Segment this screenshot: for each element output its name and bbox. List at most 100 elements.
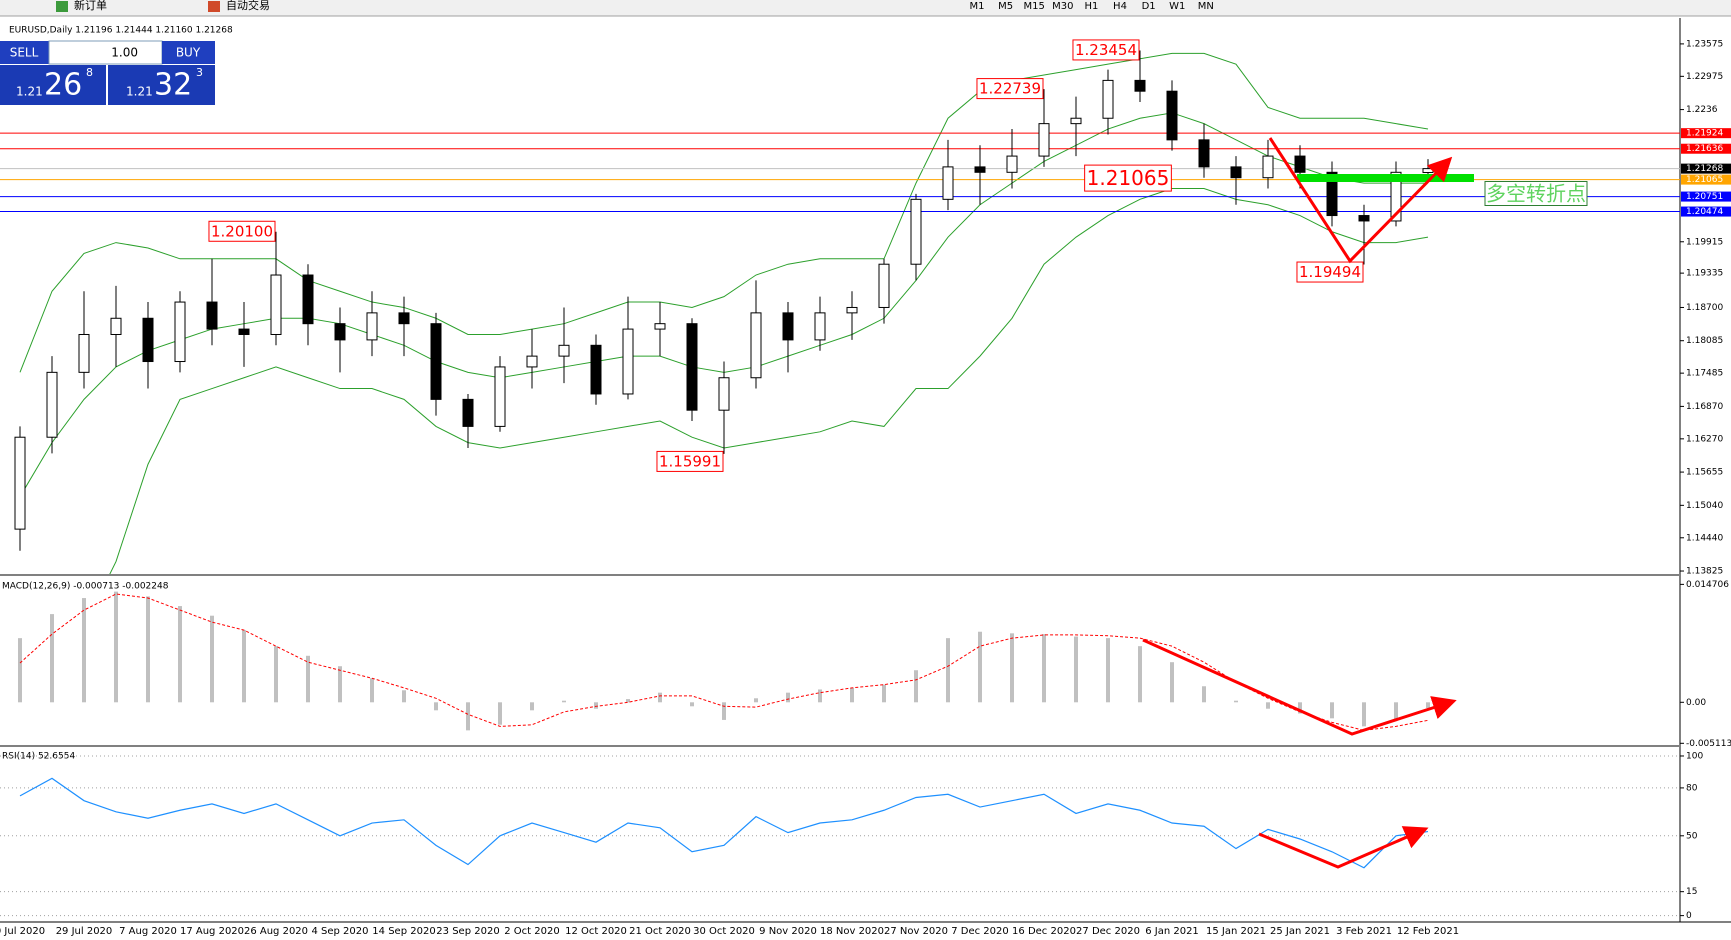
sell-button[interactable]: [0, 41, 49, 64]
candle-body: [110, 317, 122, 335]
macd-bar: [722, 702, 726, 720]
timeframe-button[interactable]: M30: [1052, 1, 1073, 12]
x-tick-label: 14 Sep 2020: [372, 926, 435, 937]
y-tick-label: 1.15655: [1686, 468, 1723, 478]
x-tick-label: 9 Nov 2020: [759, 926, 817, 937]
candle-body: [1422, 168, 1434, 174]
rsi-arrow: [1258, 826, 1429, 869]
macd-bar: [626, 699, 630, 703]
buy-label[interactable]: BUY: [176, 46, 201, 60]
annotation-box: [656, 450, 724, 472]
timeframe-button[interactable]: M1: [970, 1, 985, 12]
level-label-bg: [1681, 206, 1731, 217]
candle-body: [270, 274, 282, 335]
x-tick-label: 12 Feb 2021: [1397, 926, 1459, 937]
level-label-bg: [1681, 174, 1731, 185]
candle-body: [366, 312, 378, 341]
y-tick-label: 1.16870: [1686, 402, 1723, 412]
y-tick-label: 1.18700: [1686, 303, 1723, 313]
annotation-box: [1296, 261, 1364, 283]
macd-bar: [82, 598, 86, 703]
y-tick-label: 1.14440: [1686, 533, 1723, 543]
macd-bar: [754, 698, 758, 703]
volume-box[interactable]: [48, 40, 163, 65]
candle-body: [1198, 139, 1210, 168]
macd-bar: [114, 591, 118, 703]
candle-body: [718, 377, 730, 411]
timeframe-button[interactable]: D1: [1142, 1, 1156, 12]
macd-bar: [562, 700, 566, 703]
bid-prefix: 1.21: [16, 85, 43, 99]
candle-body: [1358, 215, 1370, 222]
level-label: 1.20474: [1686, 207, 1723, 217]
candle-body: [174, 301, 186, 363]
timeframe-button[interactable]: M15: [1024, 1, 1045, 12]
level-label: 1.21065: [1686, 175, 1723, 185]
candle-body: [782, 312, 794, 341]
candle-body: [750, 312, 762, 379]
y-tick-label: 1.19915: [1686, 237, 1723, 247]
timeframes: M1 M5 M15 M30 H1 H4 D1 W1 MN: [970, 1, 1214, 12]
candle-body: [1166, 90, 1178, 141]
buy-button[interactable]: [162, 41, 215, 64]
macd-bar: [1042, 634, 1046, 703]
macd-bar: [1234, 700, 1238, 703]
y-tick-label: 1.19335: [1686, 269, 1723, 279]
volume-value[interactable]: 1.00: [111, 46, 138, 60]
macd-bar: [1330, 702, 1334, 719]
x-tick-label: 7 Dec 2020: [951, 926, 1009, 937]
level-label-bg: [1681, 143, 1731, 154]
macd-bar: [530, 702, 534, 711]
candle-body: [430, 323, 442, 400]
candle-body: [622, 328, 634, 395]
timeframe-button[interactable]: W1: [1169, 1, 1185, 12]
macd-bar: [914, 670, 918, 703]
sell-label[interactable]: SELL: [10, 46, 39, 60]
macd-bar: [1298, 702, 1302, 714]
toolbar: 新订单 自动交易 M1 M5 M15 M30 H1 H4 D1 W1 MN: [0, 0, 1731, 17]
timeframe-button[interactable]: M5: [998, 1, 1013, 12]
timeframe-button[interactable]: MN: [1198, 1, 1214, 12]
macd-bar: [978, 631, 982, 703]
macd-signal: [19, 593, 1429, 731]
macd-bar: [658, 692, 662, 703]
x-tick-label: 30 Oct 2020: [693, 926, 755, 937]
x-tick-label: 18 Nov 2020: [820, 926, 884, 937]
auto-trading-icon[interactable]: [208, 1, 220, 12]
ask-box[interactable]: [108, 65, 215, 105]
candle-body: [1102, 79, 1114, 119]
y-tick-label: 0: [1686, 911, 1692, 921]
panes: EURUSD,Daily 1.21196 1.21444 1.21160 1.2…: [0, 26, 1731, 937]
x-tick-label: 0 Jul 2020: [0, 926, 45, 937]
price-annotation: 1.20100: [211, 222, 273, 240]
auto-trading-button[interactable]: 自动交易: [226, 0, 270, 12]
y-tick-label: 1.23575: [1686, 39, 1723, 49]
macd-bar: [946, 638, 950, 703]
macd-bar: [690, 702, 694, 707]
macd-bar: [1362, 702, 1366, 727]
candle-body: [14, 436, 26, 530]
new-order-icon[interactable]: [56, 1, 68, 12]
candle-body: [1006, 155, 1018, 173]
macd-bar: [594, 702, 598, 709]
turning-point-box: [1484, 181, 1588, 206]
macd-bar: [338, 666, 342, 703]
candle-body: [942, 166, 954, 200]
candle-body: [1262, 155, 1274, 179]
macd-bar: [402, 690, 406, 703]
timeframe-button[interactable]: H4: [1113, 1, 1127, 12]
y-tick-label: 1.18085: [1686, 336, 1723, 346]
candle-body: [1070, 117, 1082, 125]
annotation-box: [1072, 39, 1140, 61]
new-order-button[interactable]: 新订单: [74, 0, 107, 12]
annotation-box: [208, 220, 276, 242]
y-tick-label: 50: [1686, 831, 1698, 841]
x-tick-label: 2 Oct 2020: [504, 926, 559, 937]
candle-body: [654, 323, 666, 330]
macd-bar: [818, 689, 822, 703]
macd-bar: [306, 655, 310, 703]
candle-body: [334, 323, 346, 341]
x-tick-label: 3 Feb 2021: [1336, 926, 1392, 937]
timeframe-button[interactable]: H1: [1084, 1, 1098, 12]
bid-box[interactable]: [0, 65, 106, 105]
